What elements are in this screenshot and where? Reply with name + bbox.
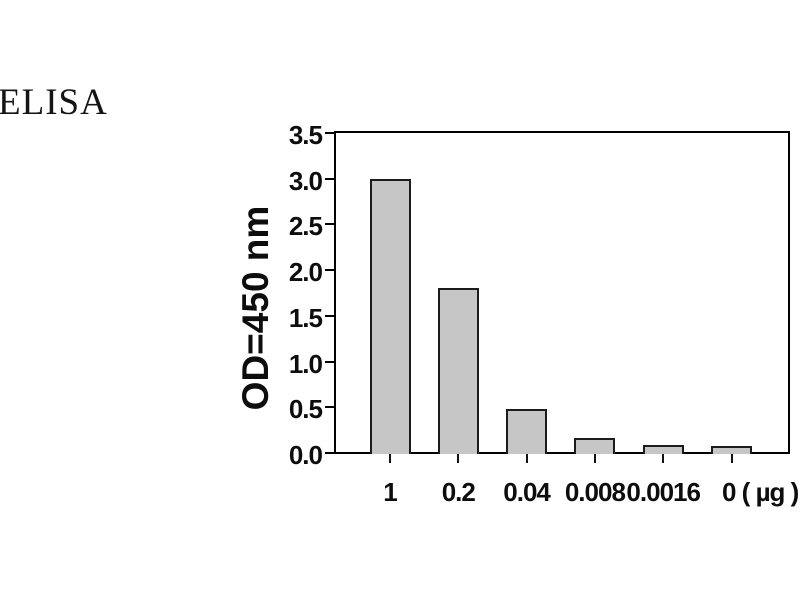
bar: [574, 438, 616, 454]
y-tick: [325, 132, 335, 134]
y-tick-label: 0.5: [288, 394, 323, 425]
y-tick: [325, 177, 335, 180]
y-tick: [325, 223, 335, 226]
x-tick-label: 0.04: [503, 477, 551, 507]
y-tick: [325, 360, 335, 363]
y-tick-label: 1.5: [288, 302, 323, 333]
x-tick: [389, 454, 391, 463]
x-tick: [593, 454, 596, 463]
x-tick-label: 1: [383, 477, 398, 507]
bar: [711, 445, 752, 454]
bar: [437, 288, 479, 454]
bar: [506, 409, 548, 454]
x-tick: [457, 454, 460, 463]
x-tick-label: 0.008: [564, 477, 626, 507]
y-tick-label: 0.0: [288, 440, 323, 470]
x-tick-label: 0 ( µg ): [722, 477, 799, 507]
figure-title: ELISA: [0, 82, 108, 123]
y-tick-label: 3.5: [288, 120, 323, 150]
x-tick: [662, 454, 665, 463]
y-tick: [325, 269, 335, 272]
bar: [642, 444, 684, 454]
y-tick: [325, 452, 335, 454]
x-tick-label: 0.0016: [626, 477, 701, 507]
y-tick: [325, 406, 335, 409]
y-tick-label: 1.0: [288, 348, 323, 379]
y-tick-label: 2.0: [288, 257, 323, 288]
x-tick: [730, 454, 733, 463]
y-tick-label: 3.0: [288, 165, 323, 196]
y-tick-label: 2.5: [288, 211, 323, 242]
x-tick: [525, 454, 528, 463]
y-tick: [325, 314, 335, 317]
x-tick-label: 0.2: [441, 477, 476, 507]
bar: [369, 178, 411, 454]
